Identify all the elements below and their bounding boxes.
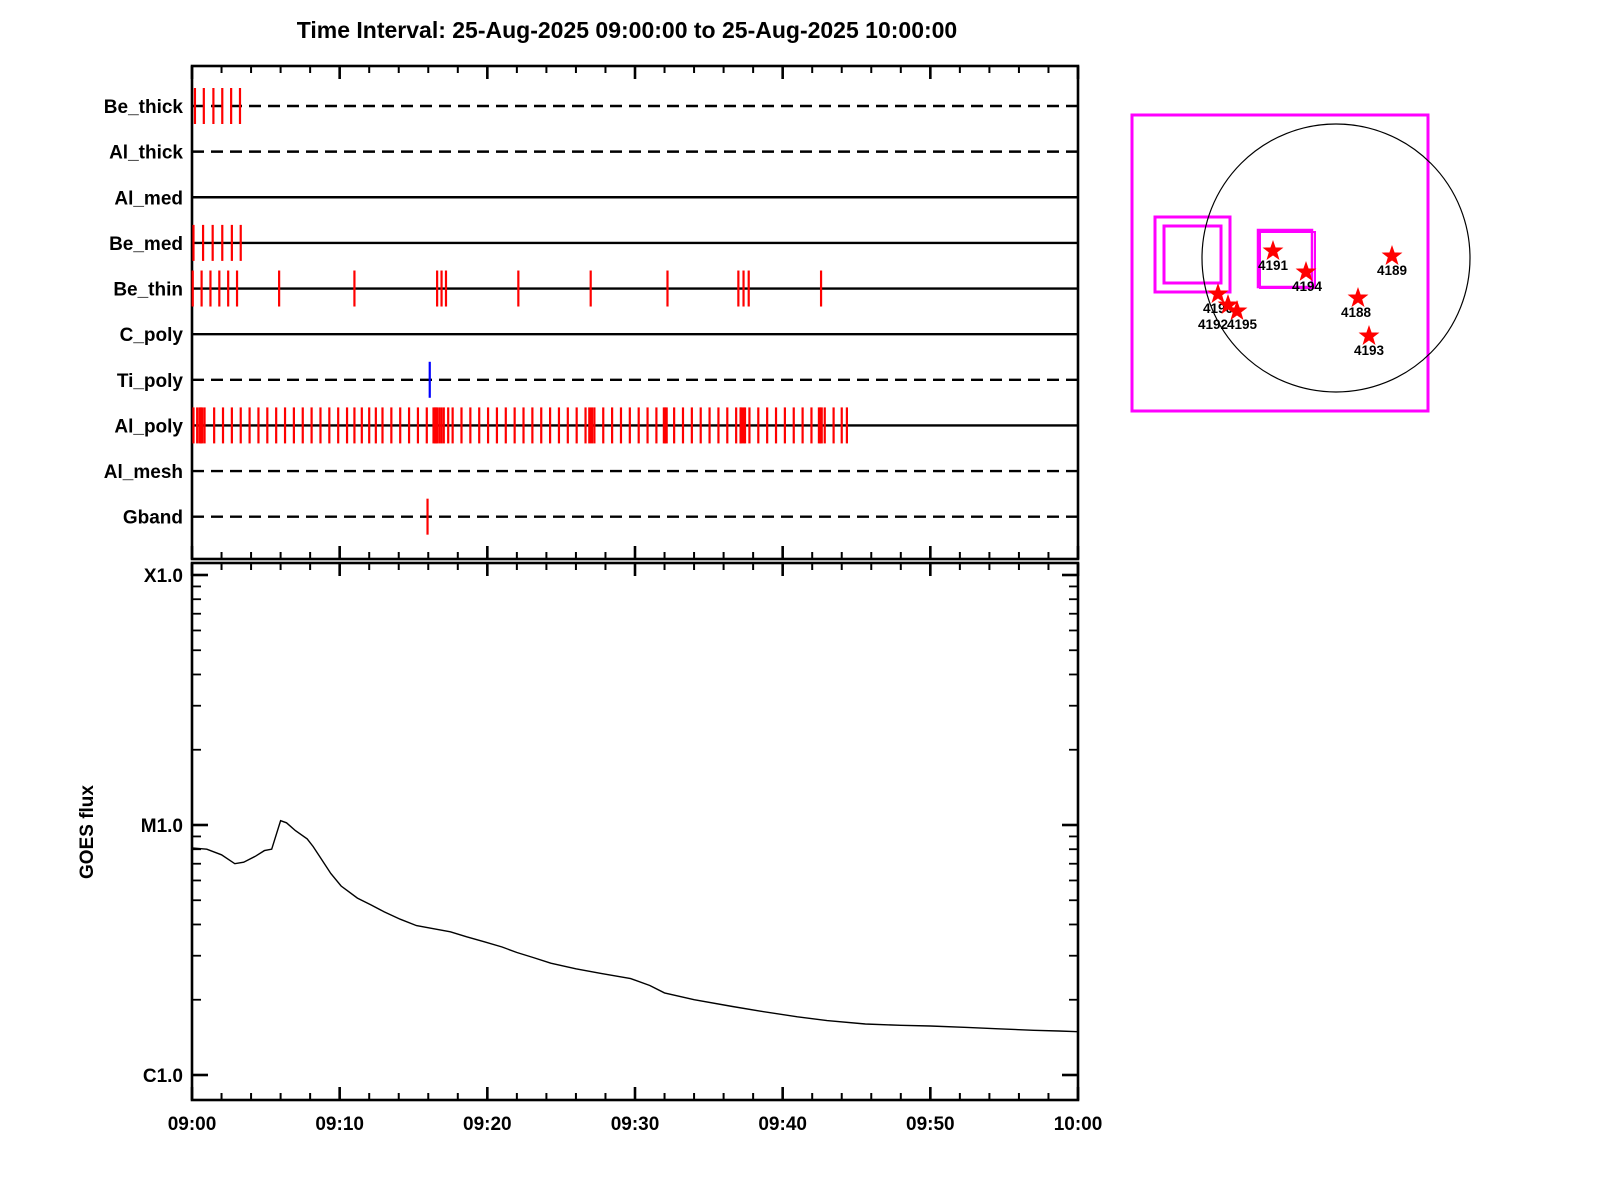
active-region-4191: 4191 (1258, 239, 1289, 273)
filter-row-Ti_poly: Ti_poly (117, 361, 1078, 398)
ar-star-icon (1226, 299, 1248, 320)
x-tick-label: 09:10 (315, 1114, 364, 1135)
goes-curve (191, 819, 1079, 1033)
filter-row-Al_med: Al_med (114, 188, 1078, 209)
filter-panel-frame (190, 64, 1080, 561)
filter-row-Be_thick: Be_thick (104, 88, 1078, 124)
active-region-4192: 4192 (1198, 293, 1239, 332)
ar-label: 4191 (1258, 258, 1289, 273)
x-tick-label: 10:00 (1054, 1114, 1103, 1135)
x-tick-label: 09:30 (611, 1114, 660, 1135)
filter-label: Al_thick (109, 143, 183, 164)
ar-label: 4195 (1227, 317, 1258, 332)
goes-ylabel: GOES flux (77, 785, 98, 879)
filter-label: Al_mesh (104, 462, 183, 483)
ar-label: 4194 (1292, 279, 1323, 294)
page-title: Time Interval: 25-Aug-2025 09:00:00 to 2… (296, 17, 958, 43)
active-region-4194: 4194 (1292, 260, 1323, 294)
x-tick-label: 09:50 (906, 1114, 955, 1135)
filter-row-Gband: Gband (123, 498, 1078, 535)
filter-label: Al_med (114, 188, 183, 209)
fov-box (1259, 231, 1316, 289)
filter-label: Ti_poly (117, 371, 184, 392)
filter-row-C_poly: C_poly (120, 325, 1078, 346)
active-region-4189: 4189 (1377, 244, 1407, 278)
filter-row-Be_med: Be_med (109, 224, 1078, 261)
y-tick-label: C1.0 (143, 1066, 183, 1087)
ar-star-icon (1358, 324, 1380, 345)
filter-row-Al_thick: Al_thick (109, 143, 1078, 164)
filter-label: Be_thin (113, 280, 183, 301)
filter-row-Al_poly: Al_poly (114, 407, 1078, 444)
y-tick-label: M1.0 (141, 816, 183, 837)
fov-box (1153, 215, 1232, 294)
filter-panel: Be_thick Al_thick Al_med Be_med Be_thin C_pol… (104, 64, 1080, 561)
ar-star-icon (1347, 286, 1369, 307)
filter-label: Be_thick (104, 97, 184, 118)
goes-panel-frame (190, 561, 1080, 1102)
ar-label: 4193 (1354, 343, 1385, 358)
solar-limb (1201, 123, 1471, 393)
fov-box (1162, 224, 1223, 285)
ar-star-icon (1381, 244, 1403, 265)
x-tick-label: 09:40 (758, 1114, 807, 1135)
ar-label: 4192 (1198, 317, 1228, 332)
active-region-4188: 4188 (1341, 286, 1372, 320)
x-tick-label: 09:20 (463, 1114, 512, 1135)
x-tick-label: 09:00 (168, 1114, 217, 1135)
ar-label: 4188 (1341, 305, 1372, 320)
active-region-4195: 4195 (1226, 299, 1258, 332)
ar-star-icon (1217, 293, 1239, 314)
ar-star-icon (1295, 260, 1317, 281)
goes-panel: X1.0 M1.0 C1.0 09:00 09:10 09:20 09:30 09:40 09:… (77, 561, 1103, 1135)
filter-row-Be_thin: Be_thin (113, 270, 1078, 307)
ar-label: 4189 (1377, 263, 1407, 278)
filter-label: Be_med (109, 234, 183, 255)
active-region-4193: 4193 (1354, 324, 1385, 358)
ar-star-icon (1262, 239, 1284, 260)
ar-star-icon (1207, 282, 1229, 303)
fov-box (1130, 113, 1430, 413)
filter-row-Al_mesh: Al_mesh (104, 462, 1078, 483)
filter-label: Al_poly (114, 416, 183, 437)
filter-label: Gband (123, 508, 183, 529)
y-tick-label: X1.0 (144, 566, 183, 587)
filter-label: C_poly (120, 325, 184, 346)
